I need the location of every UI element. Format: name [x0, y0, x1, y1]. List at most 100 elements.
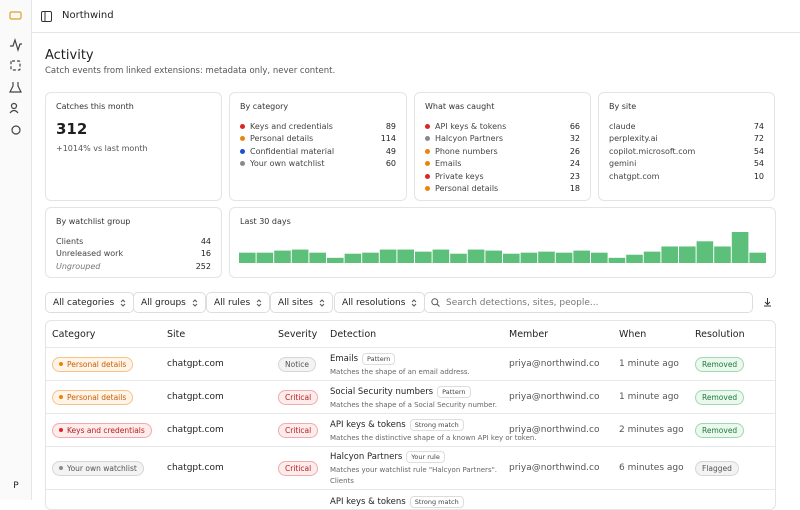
nav-people[interactable] [10, 102, 18, 110]
pill: Your own watchlist [52, 460, 144, 476]
item-label: Personal details [250, 134, 314, 144]
caught-card: What was caught API keys & tokens 66 Halcyo… [414, 92, 591, 201]
cell: priya@northwind.co [509, 414, 600, 446]
list-item: Phone numbers 26 [425, 145, 580, 158]
badge: Your rule [406, 451, 445, 463]
dot [240, 136, 245, 142]
dot [240, 123, 245, 129]
detection: API keys & tokens Strong match [330, 418, 537, 431]
site: chatgpt.com [167, 392, 224, 402]
detection-name: Emails [330, 353, 359, 364]
chevron [412, 298, 417, 307]
list-item: Private keys 23 [425, 170, 580, 183]
card-title: What was caught [425, 102, 495, 111]
list-item: Keys and credentials 89 [240, 120, 396, 133]
item-label: Confidential material [250, 146, 335, 156]
filter-button[interactable]: All rules [206, 292, 271, 313]
bar [239, 252, 256, 263]
bar [467, 249, 485, 263]
filter-button[interactable]: All sites [270, 292, 333, 313]
nav-settings[interactable] [11, 125, 21, 135]
avatar[interactable]: P [13, 481, 19, 491]
bar [274, 250, 291, 263]
item-label: Halcyon Partners [435, 134, 504, 144]
pill: Notice [278, 356, 316, 372]
item-count: 74 [753, 121, 764, 131]
pill: Removed [695, 422, 745, 438]
bar [714, 246, 731, 263]
item-count: 114 [380, 134, 396, 144]
item-count: 66 [569, 121, 580, 131]
pill-text: Removed [702, 425, 738, 435]
item-count: 89 [385, 121, 396, 131]
cell: priya@northwind.co [509, 348, 600, 380]
bar [432, 249, 450, 263]
nav-logo[interactable] [9, 11, 22, 20]
filter-button[interactable]: All categories [45, 292, 135, 313]
pill-text: Critical [285, 425, 312, 435]
pill: Critical [278, 422, 319, 438]
list-item: Personal details 114 [240, 133, 396, 146]
download-button[interactable] [759, 294, 776, 311]
cell: priya@northwind.co [509, 447, 600, 489]
filter-label: All groups [141, 297, 186, 308]
watchlist-card: By watchlist group Clients 44 Unreleased wo… [45, 207, 222, 278]
table-row[interactable]: Your own watchlist chatgpt.com Critical Hal… [46, 446, 775, 489]
pill-text: Flagged [702, 463, 732, 473]
item-count: 32 [569, 134, 580, 144]
nav-lab[interactable] [9, 82, 22, 93]
pill-dot [59, 362, 63, 366]
chevron [192, 298, 198, 307]
filter-button[interactable]: All groups [133, 292, 206, 313]
pill: Personal details [52, 389, 134, 405]
detection-name: API keys & tokens [330, 419, 406, 430]
item-label: gemini [609, 159, 637, 169]
search-box[interactable]: Search detections, sites, people... [424, 292, 753, 313]
sidebar-toggle[interactable] [41, 11, 52, 22]
bar [626, 254, 643, 263]
dot [425, 173, 430, 179]
pill-text: Keys and credentials [67, 425, 145, 435]
table-row[interactable]: Keys and credentials chatgpt.com Critical A… [46, 413, 775, 446]
when: 6 minutes ago [619, 463, 684, 473]
filter-label: All categories [53, 297, 115, 308]
item-label: Clients [56, 236, 84, 246]
bar [749, 252, 766, 263]
chevron [319, 298, 325, 307]
pill-text: Critical [285, 463, 312, 473]
nav-icons [9, 11, 22, 135]
bar [538, 251, 555, 263]
cell: priya@northwind.co [509, 381, 600, 413]
when: 2 minutes ago [619, 425, 684, 435]
dot [425, 148, 430, 154]
item-count: 72 [753, 134, 764, 144]
page-title: Activity [45, 48, 94, 63]
table-row[interactable]: Personal details chatgpt.com Critical Socia… [46, 380, 775, 413]
pill-dot [59, 428, 63, 432]
filter-button[interactable]: All resolutions [334, 292, 426, 313]
nav-activity[interactable] [10, 38, 22, 52]
list-item: Ungrouped 252 [56, 260, 211, 273]
bar [696, 241, 714, 263]
bar [256, 252, 274, 263]
cell: Keys and credentials [52, 414, 152, 446]
bar [679, 246, 696, 263]
cell: Flagged [695, 447, 739, 489]
site: chatgpt.com [167, 359, 224, 369]
bar [415, 251, 432, 263]
cell: 2 minutes ago [619, 414, 684, 446]
list-item: claude 74 [609, 120, 764, 133]
item-label: Private keys [435, 171, 484, 181]
list-item: API keys & tokens 66 [425, 120, 580, 133]
pill-text: Personal details [67, 392, 127, 402]
catches-card: Catches this month 312 +1014% vs last mo… [45, 92, 222, 201]
cell: Removed [695, 414, 745, 446]
item-label: Phone numbers [435, 146, 498, 156]
filter-label: All sites [278, 297, 313, 308]
cell: Emails Pattern Matches the shape of an ema… [330, 348, 470, 380]
search-placeholder: Search detections, sites, people... [446, 297, 599, 308]
list-item: Personal details 18 [425, 183, 580, 196]
nav-scan[interactable] [10, 60, 21, 71]
pill-text: Critical [285, 392, 312, 402]
table-row[interactable]: Personal details chatgpt.com Notice Emails P… [46, 347, 775, 380]
